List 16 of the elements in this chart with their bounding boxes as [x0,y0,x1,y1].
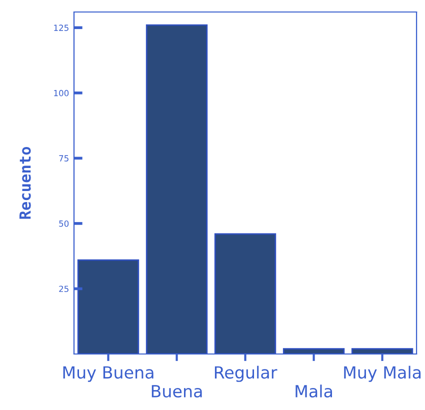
bar [214,233,276,354]
x-tick-label: Muy Buena [63,366,154,382]
y-tick-label: 75 [59,155,68,162]
bar [146,24,208,354]
x-tick-label: Muy Mala [344,366,421,382]
bar [282,348,345,354]
y-tick-label: 50 [59,220,69,227]
y-axis-title: Recuento [19,146,31,219]
y-tick-label: 100 [54,90,69,96]
x-tick-label: Regular [214,366,278,382]
x-tick-label: Buena [152,385,202,398]
bar [77,259,140,354]
bar [351,348,414,354]
x-tick-label: Mala [296,384,332,398]
y-tick-label: 125 [54,24,68,31]
y-tick-label: 25 [59,286,68,292]
